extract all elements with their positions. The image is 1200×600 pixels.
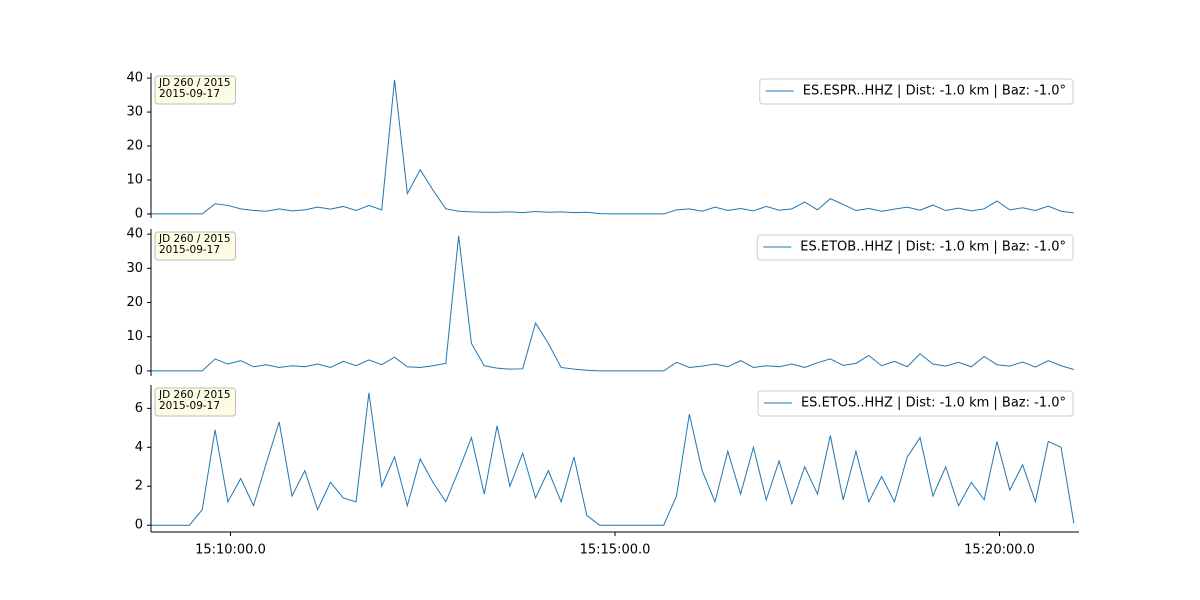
y-tick-label: 4 [135,440,143,455]
y-tick-label: 20 [126,139,143,154]
y-tick-label: 40 [126,71,143,86]
y-tick-label: 0 [135,206,143,221]
annotation-text: 2015-09-17 [159,400,220,412]
legend-box [757,390,1074,417]
annotation-box [154,231,236,261]
legend-label: ES.ESPR..HHZ | Dist: -1.0 km | Baz: -1.0… [803,84,1066,99]
annotation-box [154,387,236,417]
annotation-text: 2015-09-17 [159,244,220,256]
trace-line [151,235,1075,372]
x-tick-label: 15:20:00.0 [964,543,1035,558]
legend-label: ES.ETOS..HHZ | Dist: -1.0 km | Baz: -1.0… [801,396,1066,411]
y-tick-label: 10 [126,172,143,187]
annotation-box [154,75,236,105]
y-tick-label: 10 [126,329,143,344]
x-tick-label: 15:10:00.0 [195,543,266,558]
y-tick-label: 2 [135,479,143,494]
y-tick-label: 6 [135,401,143,416]
trace-line [151,79,1074,215]
legend: ES.ETOB..HHZ | Dist: -1.0 km | Baz: -1.0… [756,234,1074,261]
y-tick-label: 0 [135,518,143,533]
legend-label: ES.ETOB..HHZ | Dist: -1.0 km | Baz: -1.0… [800,240,1066,255]
trace-line [151,392,1075,526]
y-tick-label: 0 [135,363,143,378]
annotation-text: JD 260 / 2015 [158,389,231,401]
annotation-text: JD 260 / 2015 [158,233,231,245]
y-tick-label: 30 [126,105,143,120]
legend-box [756,234,1074,261]
x-tick-label: 15:15:00.0 [580,543,651,558]
y-tick-label: 30 [126,261,143,276]
legend: ES.ETOS..HHZ | Dist: -1.0 km | Baz: -1.0… [757,390,1074,417]
y-tick-label: 40 [126,227,143,242]
annotation-text: JD 260 / 2015 [158,77,231,89]
legend-box [759,78,1074,105]
annotation-text: 2015-09-17 [159,88,220,100]
y-tick-label: 20 [126,295,143,310]
legend: ES.ESPR..HHZ | Dist: -1.0 km | Baz: -1.0… [759,78,1074,105]
